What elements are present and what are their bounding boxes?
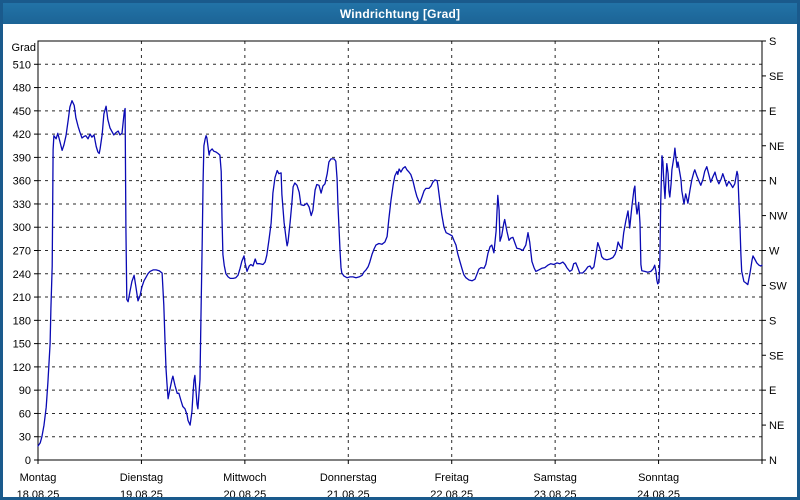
y-axis-tick-label: 300 xyxy=(13,222,31,234)
x-axis-day-label: Sonntag xyxy=(638,472,679,484)
wind-direction-chart: 0 30 60 90 120 150 180 210 240 270 300 330 360 390 420… xyxy=(12,36,788,497)
right-axis-compass-label: S xyxy=(769,36,776,48)
right-axis-compass-label: NE xyxy=(769,420,784,432)
right-axis-compass-label: N xyxy=(769,176,777,188)
y-axis-tick-label: 510 xyxy=(13,59,31,71)
y-axis-tick-label: 210 xyxy=(13,292,31,304)
y-axis-tick-label: 450 xyxy=(13,106,31,118)
y-axis-tick-label: 60 xyxy=(19,408,31,420)
y-axis-tick-label: 390 xyxy=(13,152,31,164)
right-axis-compass-label: NE xyxy=(769,141,784,153)
right-axis-compass-label: S xyxy=(769,315,776,327)
y-axis-tick-label: 0 xyxy=(25,455,31,467)
x-axis-day-label: Donnerstag xyxy=(320,472,377,484)
axes: 0 30 60 90 120 150 180 210 240 270 300 330 360 390 420… xyxy=(12,36,788,497)
x-axis-date-label: 21.08.25 xyxy=(327,489,370,497)
y-axis-tick-label: 420 xyxy=(13,129,31,141)
x-axis-date-label: 23.08.25 xyxy=(534,489,577,497)
y-axis-tick-label: 30 xyxy=(19,432,31,444)
window-title: Windrichtung [Grad] xyxy=(339,6,461,21)
y-axis-tick-label: 360 xyxy=(13,176,31,188)
right-axis-compass-label: W xyxy=(769,246,780,258)
right-axis-compass-label: SE xyxy=(769,71,784,83)
right-axis-compass-label: NW xyxy=(769,211,788,223)
x-axis-date-label: 18.08.25 xyxy=(17,489,60,497)
y-axis-tick-label: 90 xyxy=(19,385,31,397)
y-axis-tick-label: 150 xyxy=(13,339,31,351)
chart-area: 0 30 60 90 120 150 180 210 240 270 300 330 360 390 420… xyxy=(3,24,797,497)
gridlines xyxy=(38,41,762,460)
y-axis-tick-label: 180 xyxy=(13,315,31,327)
window-titlebar[interactable]: Windrichtung [Grad] xyxy=(3,3,797,24)
right-axis-compass-label: E xyxy=(769,385,776,397)
y-axis-tick-label: 270 xyxy=(13,246,31,258)
x-axis-day-label: Samstag xyxy=(533,472,576,484)
plot-frame xyxy=(37,40,763,461)
y-axis-unit-label: Grad xyxy=(12,42,36,54)
right-axis-compass-label: SE xyxy=(769,350,784,362)
right-axis-compass-label: N xyxy=(769,455,777,467)
wind-direction-series-line xyxy=(37,100,763,447)
x-axis-day-label: Freitag xyxy=(435,472,469,484)
x-axis-date-label: 22.08.25 xyxy=(430,489,473,497)
x-axis-day-label: Dienstag xyxy=(120,472,163,484)
right-axis-compass-label: SW xyxy=(769,280,787,292)
y-axis-tick-label: 120 xyxy=(13,362,31,374)
right-axis-compass-label: E xyxy=(769,106,776,118)
y-axis-tick-label: 240 xyxy=(13,269,31,281)
x-axis-date-label: 19.08.25 xyxy=(120,489,163,497)
x-axis-date-label: 20.08.25 xyxy=(223,489,266,497)
y-axis-tick-label: 480 xyxy=(13,83,31,95)
y-axis-tick-label: 330 xyxy=(13,199,31,211)
x-axis-day-label: Mittwoch xyxy=(223,472,266,484)
x-axis-date-label: 24.08.25 xyxy=(637,489,680,497)
x-axis-day-label: Montag xyxy=(20,472,57,484)
